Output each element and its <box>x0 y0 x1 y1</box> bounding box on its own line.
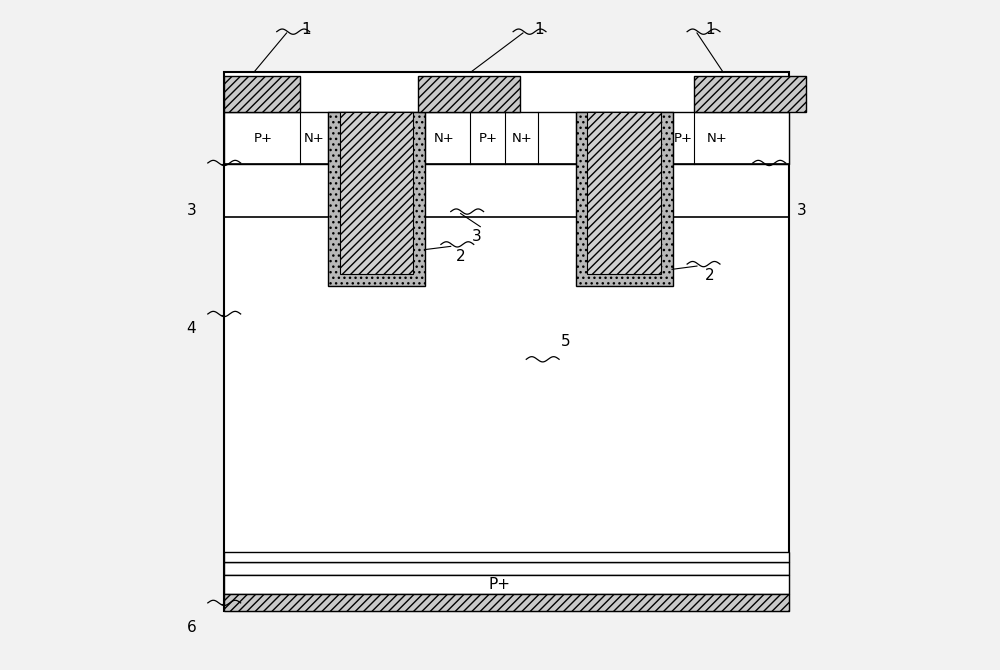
Text: 3: 3 <box>472 229 482 244</box>
Bar <box>224 594 789 611</box>
Text: N+: N+ <box>707 131 728 145</box>
Bar <box>224 112 789 164</box>
Bar <box>587 112 661 274</box>
Text: 6: 6 <box>187 620 196 634</box>
Text: 3: 3 <box>797 203 807 218</box>
Bar <box>418 76 520 112</box>
Text: 1: 1 <box>535 22 544 37</box>
Text: 1: 1 <box>301 22 311 37</box>
Text: P+: P+ <box>254 131 273 145</box>
Bar <box>576 112 673 286</box>
Text: 2: 2 <box>456 249 465 264</box>
Text: N+: N+ <box>304 131 325 145</box>
Bar <box>224 72 789 611</box>
Bar <box>224 551 789 561</box>
Text: 4: 4 <box>187 321 196 336</box>
Bar <box>328 112 425 286</box>
Text: 2: 2 <box>705 269 715 283</box>
Text: P+: P+ <box>479 131 498 145</box>
Text: 3: 3 <box>187 203 196 218</box>
Bar <box>694 76 806 112</box>
Text: 1: 1 <box>705 22 715 37</box>
Bar <box>224 561 789 575</box>
Bar <box>340 112 413 274</box>
Text: 5: 5 <box>561 334 570 349</box>
Text: P+: P+ <box>674 131 693 145</box>
Text: N+: N+ <box>434 131 455 145</box>
Bar <box>224 76 300 112</box>
Text: N+: N+ <box>511 131 532 145</box>
Bar <box>224 575 789 594</box>
Text: P+: P+ <box>489 577 511 592</box>
